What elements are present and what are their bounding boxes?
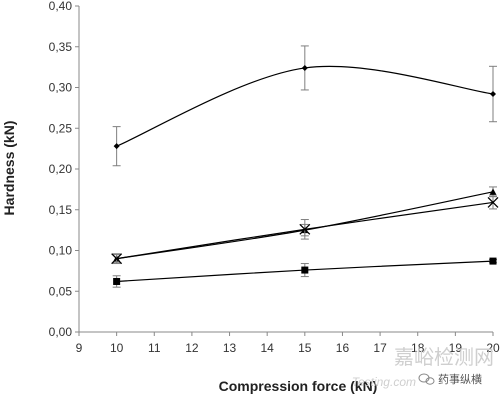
- data-point: [301, 266, 309, 274]
- data-point: [113, 143, 120, 150]
- data-point: [299, 223, 311, 235]
- y-axis-ticks: 0,00 0,05 0,10 0,15 0,20 0,25 0,30 0,35 0,40: [49, 0, 79, 339]
- axes: [78, 6, 493, 333]
- data-point: [490, 91, 496, 98]
- y-tick-label: 0,10: [49, 244, 73, 258]
- data-point: [487, 196, 499, 208]
- y-axis-title: Hardness (kN): [1, 121, 17, 216]
- data-point: [489, 257, 497, 265]
- y-tick-label: 0,35: [49, 40, 73, 54]
- x-tick-label: 18: [411, 341, 425, 355]
- x-tick-label: 20: [486, 341, 500, 355]
- watermark-site-cn: 嘉峪检测网: [394, 345, 494, 369]
- series-group: [111, 45, 499, 288]
- data-point: [111, 253, 123, 265]
- y-tick-label: 0,25: [49, 121, 73, 135]
- y-tick-label: 0,15: [49, 203, 73, 217]
- watermark-site-en: Testing.com: [352, 375, 416, 389]
- data-point: [113, 277, 121, 285]
- x-tick-label: 15: [298, 341, 312, 355]
- x-tick-label: 10: [110, 341, 124, 355]
- x-tick-label: 9: [76, 341, 83, 355]
- x-tick-label: 16: [336, 341, 350, 355]
- x-tick-label: 17: [373, 341, 387, 355]
- x-tick-label: 14: [261, 341, 275, 355]
- series-diamond: [112, 45, 497, 167]
- y-tick-label: 0,05: [49, 284, 73, 298]
- data-point: [301, 64, 308, 71]
- x-axis-title: Compression force (kN): [219, 378, 378, 394]
- series-square: [112, 257, 497, 288]
- data-point: [489, 188, 497, 195]
- y-tick-label: 0,40: [49, 0, 73, 13]
- y-tick-label: 0,20: [49, 162, 73, 176]
- y-tick-label: 0,30: [49, 81, 73, 95]
- x-tick-label: 11: [148, 341, 161, 355]
- x-tick-label: 19: [449, 341, 463, 355]
- wechat-icon: [418, 373, 435, 385]
- watermark-account: 药事纵横: [438, 372, 482, 386]
- y-tick-label: 0,00: [49, 325, 73, 339]
- x-tick-label: 12: [185, 341, 199, 355]
- x-tick-label: 13: [223, 341, 237, 355]
- series-x: [111, 195, 499, 265]
- x-axis-ticks: 9 10 11 12 13 14 15 16 17 18 19 20: [76, 332, 500, 355]
